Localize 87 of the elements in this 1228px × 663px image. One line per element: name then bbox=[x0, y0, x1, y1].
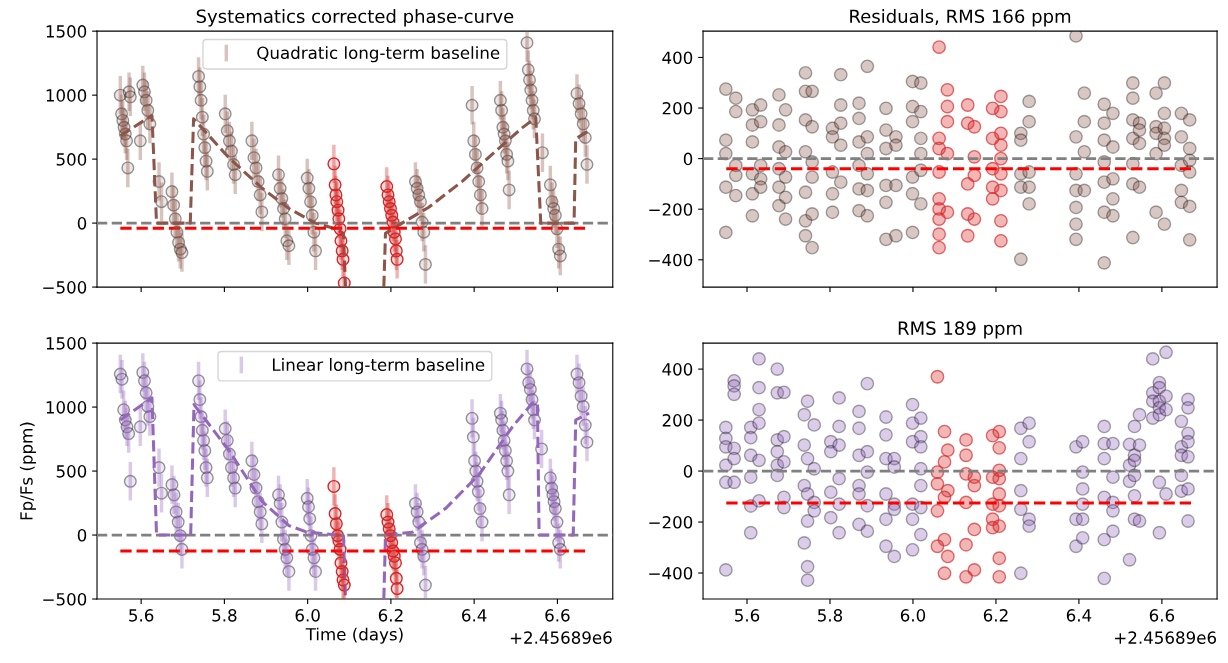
point bbox=[959, 537, 973, 552]
chart-title: Residuals, RMS 166 ppm bbox=[850, 9, 1071, 27]
x-axis-title: Time (days) bbox=[305, 627, 403, 644]
point bbox=[992, 551, 1007, 566]
point bbox=[960, 98, 975, 112]
point bbox=[959, 448, 973, 463]
point bbox=[940, 114, 955, 129]
y-tick-label: 1500 bbox=[46, 337, 87, 350]
y-tick-label: 400 bbox=[662, 363, 693, 376]
y-tick-label: −200 bbox=[649, 516, 693, 529]
text: +2.45689e6 bbox=[1115, 631, 1217, 644]
point bbox=[992, 471, 1007, 486]
y-tick-label: 200 bbox=[662, 414, 693, 427]
y-axis-title: Fp/Fs (ppm) bbox=[19, 422, 36, 520]
point bbox=[994, 104, 1008, 119]
x-tick-label: 6.2 bbox=[983, 609, 1008, 622]
point bbox=[967, 478, 982, 493]
y-tick-label: 500 bbox=[56, 465, 87, 478]
point bbox=[992, 569, 1007, 584]
point bbox=[994, 233, 1008, 248]
point bbox=[930, 476, 945, 491]
point bbox=[967, 212, 982, 226]
text: +2.45689e6 bbox=[510, 631, 612, 644]
y-tick-label: 0 bbox=[77, 529, 87, 542]
x-tick-label: 5.8 bbox=[212, 609, 237, 622]
point bbox=[937, 532, 952, 547]
y-tick-label: −200 bbox=[649, 203, 693, 216]
point bbox=[959, 569, 973, 584]
point bbox=[940, 82, 955, 97]
point bbox=[994, 166, 1008, 181]
y-tick-label: 1000 bbox=[46, 401, 87, 414]
point bbox=[992, 440, 1007, 455]
point bbox=[932, 40, 947, 54]
point bbox=[937, 566, 952, 581]
legend-label: Linear long-term baseline bbox=[272, 358, 485, 375]
point bbox=[967, 168, 982, 183]
point bbox=[967, 563, 982, 577]
point bbox=[940, 443, 955, 458]
point bbox=[992, 519, 1007, 534]
y-tick-label: 1000 bbox=[46, 89, 87, 102]
y-tick-label: 500 bbox=[56, 153, 87, 166]
y-tick-label: 200 bbox=[662, 102, 693, 115]
point bbox=[994, 183, 1008, 198]
x-tick-label: 6.6 bbox=[1149, 609, 1175, 622]
y-tick-label: −500 bbox=[43, 592, 87, 606]
x-tick-label: 6.4 bbox=[1066, 609, 1092, 622]
point bbox=[937, 454, 952, 469]
point bbox=[992, 487, 1007, 501]
chart-title: Systematics corrected phase-curve bbox=[196, 9, 514, 27]
x-tick-label: 5.6 bbox=[129, 609, 154, 622]
point bbox=[960, 228, 975, 243]
point bbox=[937, 424, 952, 439]
point bbox=[932, 240, 947, 255]
point bbox=[994, 138, 1008, 153]
x-tick-label: 5.8 bbox=[818, 609, 843, 622]
point bbox=[940, 549, 955, 564]
point bbox=[940, 99, 955, 114]
point bbox=[967, 522, 982, 537]
point bbox=[994, 89, 1008, 104]
chart-title: RMS 189 ppm bbox=[898, 321, 1022, 339]
point bbox=[994, 126, 1008, 141]
y-tick-label: 1500 bbox=[46, 25, 87, 38]
y-tick-label: −400 bbox=[649, 566, 693, 580]
x-tick-label: 6.0 bbox=[900, 609, 926, 622]
legend-label: Quadratic long-term baseline bbox=[257, 46, 500, 63]
y-tick-label: 400 bbox=[662, 51, 693, 65]
point bbox=[932, 227, 947, 242]
y-tick-label: 0 bbox=[683, 152, 693, 166]
y-tick-label: −400 bbox=[649, 253, 693, 267]
y-tick-label: 0 bbox=[683, 465, 693, 478]
point bbox=[930, 369, 945, 384]
point bbox=[994, 213, 1008, 228]
point bbox=[932, 212, 947, 226]
y-tick-label: 0 bbox=[77, 217, 87, 230]
point bbox=[985, 191, 1000, 206]
x-tick-label: 6.4 bbox=[462, 609, 487, 622]
point bbox=[959, 433, 973, 447]
point bbox=[967, 119, 982, 134]
point bbox=[930, 503, 945, 518]
point bbox=[940, 483, 955, 498]
y-tick-label: −500 bbox=[43, 281, 87, 294]
x-tick-label: 6.6 bbox=[545, 609, 570, 622]
point bbox=[940, 205, 955, 220]
x-tick-label: 6.2 bbox=[378, 609, 403, 622]
point bbox=[992, 424, 1007, 439]
x-tick-label: 5.6 bbox=[735, 609, 760, 622]
x-tick-label: 6.0 bbox=[295, 609, 320, 622]
